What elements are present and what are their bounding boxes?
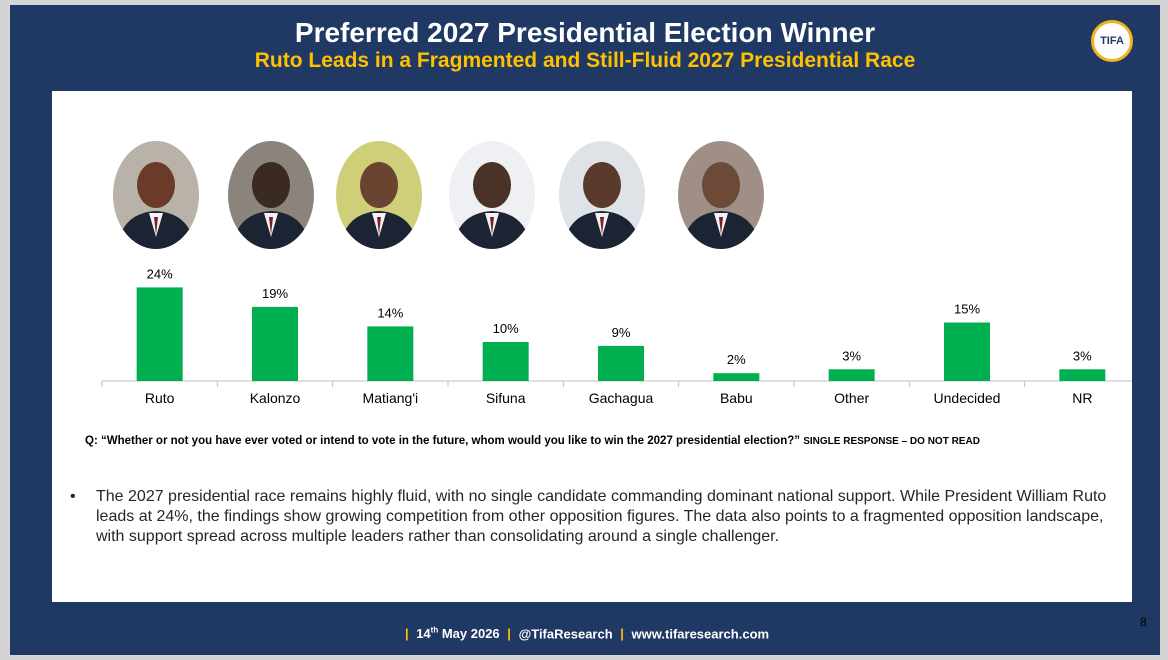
bar [252, 306, 298, 381]
candidate-portrait-icon [559, 141, 645, 249]
data-label: 19% [262, 286, 288, 301]
data-label: 24% [147, 266, 173, 281]
candidate-portrait-icon [449, 141, 535, 249]
bar [944, 322, 990, 381]
x-tick-label: NR [1072, 390, 1092, 406]
candidate-portrait-icon [113, 141, 199, 249]
bar [367, 326, 414, 381]
content-panel: 24% Ruto 19% Kalonzo 14% Matiang'i 10% Sifuna 9%… [52, 91, 1132, 602]
footer-separator: | [620, 626, 624, 642]
bar-chart: 24% Ruto 19% Kalonzo 14% Matiang'i 10% Sifuna 9%… [101, 266, 1132, 406]
x-tick-label: Kalonzo [250, 390, 301, 406]
data-label: 2% [727, 352, 746, 367]
footer: | 14th May 2026 | @TifaResearch | www.ti… [10, 626, 1160, 641]
summary-bullet: • The 2027 presidential race remains hig… [70, 487, 1115, 547]
footer-website: www.tifaresearch.com [631, 626, 770, 642]
page-number: 8 [1140, 615, 1147, 629]
tifa-logo: TIFA [1091, 20, 1133, 62]
footer-separator: | [404, 626, 409, 642]
bar [136, 287, 183, 381]
x-tick-label: Undecided [934, 390, 1001, 406]
footer-separator: | [507, 626, 511, 642]
bar [598, 345, 644, 381]
summary-text: The 2027 presidential race remains highl… [96, 488, 1107, 545]
bar [1059, 369, 1106, 381]
bar [828, 369, 875, 381]
x-tick-label: Other [834, 390, 869, 406]
x-tick-label: Ruto [145, 390, 175, 406]
question-text: Q: “Whether or not you have ever voted o… [85, 435, 801, 447]
page-title: Preferred 2027 Presidential Election Win… [294, 17, 876, 48]
footer-date-day: 14 [416, 626, 431, 642]
logo-text: TIFA [1100, 35, 1124, 47]
footer-date-suffix: th [430, 626, 439, 635]
bullet-marker: • [70, 488, 76, 505]
data-label: 3% [1073, 348, 1092, 363]
candidate-portrait-icon [678, 141, 764, 249]
footer-handle: @TifaResearch [518, 626, 613, 642]
data-label: 14% [377, 305, 403, 320]
page-subtitle: Ruto Leads in a Fragmented and Still-Flu… [254, 49, 916, 72]
bar [482, 342, 529, 381]
x-tick-label: Babu [720, 390, 753, 406]
data-label: 3% [842, 348, 861, 363]
x-tick-label: Matiang'i [363, 390, 419, 406]
x-tick-label: Sifuna [486, 390, 526, 406]
candidate-portrait-icon [336, 141, 422, 249]
candidate-portrait-icon [228, 141, 314, 249]
data-label: 10% [493, 321, 519, 336]
x-tick-label: Gachagua [589, 390, 654, 406]
data-label: 9% [612, 325, 631, 340]
question-instruction: SINGLE RESPONSE – DO NOT READ [803, 436, 980, 447]
bar [713, 373, 760, 381]
footer-date: 14th May 2026 [416, 626, 499, 641]
slide: Preferred 2027 Presidential Election Win… [10, 5, 1160, 655]
survey-question: Q: “Whether or not you have ever voted o… [85, 435, 1125, 447]
data-label: 15% [954, 302, 980, 317]
footer-date-rest: May 2026 [438, 626, 500, 642]
